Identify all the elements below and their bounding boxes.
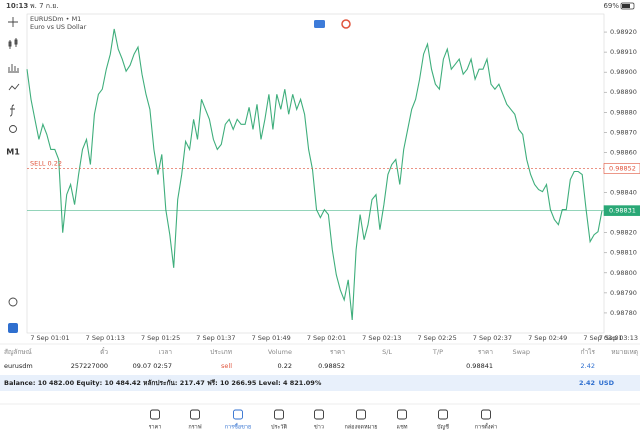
tab-label[interactable]: ประวัติ: [271, 424, 287, 431]
tab-icon[interactable]: [438, 409, 448, 420]
table-header: เวลา: [158, 348, 172, 356]
battery-text: 69%: [603, 2, 619, 10]
indicators-tool[interactable]: [8, 64, 19, 73]
tab-label[interactable]: ข่าว: [314, 425, 324, 431]
y-tick-label: 0.98860: [610, 148, 637, 156]
chart-type-tool[interactable]: [8, 38, 18, 49]
x-tick-label: 7 Sep 03:13: [599, 334, 638, 342]
status-time: 10:13: [6, 2, 28, 10]
x-tick-label: 7 Sep 02:13: [362, 334, 401, 342]
x-tick-label: 7 Sep 02:25: [417, 334, 456, 342]
tab-icon[interactable]: [233, 409, 243, 420]
table-cell: 0.22: [278, 362, 292, 370]
price-box-label: 0.98831: [609, 207, 636, 215]
price-box: [603, 205, 640, 216]
y-tick-label: 0.98800: [610, 269, 637, 277]
price-line: [26, 28, 603, 321]
table-header: ประเภท: [210, 348, 232, 356]
y-tick-label: 0.98810: [610, 249, 637, 257]
table-header: ราคา: [478, 348, 493, 356]
toolbar: [8, 17, 20, 307]
x-tick-label: 7 Sep 02:37: [473, 334, 512, 342]
y-tick-label: 0.98900: [610, 68, 637, 76]
price-box-label: 0.98852: [609, 164, 636, 172]
one-click-icon[interactable]: [314, 20, 325, 28]
crosshair-tool[interactable]: [8, 17, 18, 27]
table-header: S/L: [382, 348, 392, 356]
x-tick-label: 7 Sep 01:13: [86, 334, 125, 342]
table-header: T/P: [432, 348, 443, 356]
x-tick-label: 7 Sep 02:49: [528, 334, 567, 342]
timeframe[interactable]: M1: [6, 148, 20, 157]
table-cell: 257227000: [71, 362, 108, 370]
table-cell: 0.98841: [466, 362, 493, 370]
balance-currency: USD: [599, 379, 615, 387]
tab-icon[interactable]: [356, 409, 366, 420]
balance-text: Balance: 10 482.00 Equity: 10 484.42 หลั…: [4, 379, 322, 387]
y-tick-label: 0.98840: [610, 189, 637, 197]
x-tick-label: 7 Sep 01:37: [196, 334, 235, 342]
balance-bar: [0, 375, 640, 391]
battery-icon: [620, 2, 635, 10]
signal-icon[interactable]: [341, 19, 351, 29]
tab-label[interactable]: แชท: [397, 424, 408, 431]
tab-label[interactable]: ราคา: [149, 425, 162, 431]
tab-label[interactable]: การซื้อขาย: [225, 423, 251, 431]
price-box: [603, 163, 640, 174]
symbol: EURUSDm • M1: [30, 15, 81, 23]
zoom-tool[interactable]: [8, 297, 18, 307]
y-tick-label: 0.98790: [610, 289, 637, 297]
table-header: Volume: [268, 348, 292, 356]
tab-icon[interactable]: [150, 409, 160, 420]
y-tick-label: 0.98820: [610, 229, 637, 237]
table-header: สัญลักษณ์: [4, 348, 32, 356]
table-cell: 2.42: [581, 362, 595, 370]
y-tick-label: 0.98870: [610, 128, 637, 136]
tab-label[interactable]: บัญชี: [437, 424, 449, 431]
search-tool[interactable]: [9, 125, 17, 133]
tab-icon[interactable]: [274, 409, 284, 420]
table-header: หมายเหตุ: [611, 348, 638, 356]
status-date: พ. 7 ก.ย.: [30, 2, 59, 10]
tab-icon[interactable]: [481, 409, 491, 420]
description: Euro vs US Dollar: [30, 23, 87, 31]
order-label: SELL 0.22: [30, 159, 62, 167]
app-icon[interactable]: [8, 323, 18, 333]
table-header: ราคา: [330, 348, 345, 356]
tab-icon[interactable]: [397, 409, 407, 420]
tab-icon[interactable]: [314, 409, 324, 420]
y-tick-label: 0.98780: [610, 309, 637, 317]
tab-label[interactable]: กราฟ: [188, 424, 201, 431]
y-tick-label: 0.98880: [610, 108, 637, 116]
x-tick-label: 7 Sep 01:01: [30, 334, 69, 342]
table-header: Swap: [512, 348, 530, 356]
balance-profit: 2.42: [579, 379, 595, 387]
table-header: กำไร: [581, 348, 596, 356]
table-cell: 0.98852: [318, 362, 345, 370]
x-tick-label: 7 Sep 01:49: [252, 334, 291, 342]
table-cell: sell: [221, 362, 232, 370]
table-cell: 09.07 02:57: [133, 362, 172, 370]
function-tool[interactable]: [9, 104, 15, 117]
tab-label[interactable]: การตั้งค่า: [475, 423, 497, 431]
table-header: ตั๋ว: [100, 347, 108, 356]
y-tick-label: 0.98890: [610, 88, 637, 96]
x-tick-label: 7 Sep 03:01: [583, 334, 622, 342]
y-tick-label: 0.98920: [610, 28, 637, 36]
y-tick-label: 0.98910: [610, 48, 637, 56]
x-tick-label: 7 Sep 02:01: [307, 334, 346, 342]
tab-label[interactable]: กล่องจดหมาย: [344, 425, 377, 431]
objects-tool[interactable]: [8, 83, 20, 91]
battery-level: [622, 4, 630, 8]
tab-icon[interactable]: [190, 409, 200, 420]
x-tick-label: 7 Sep 01:25: [141, 334, 180, 342]
table-cell: eurusdm: [4, 362, 33, 370]
